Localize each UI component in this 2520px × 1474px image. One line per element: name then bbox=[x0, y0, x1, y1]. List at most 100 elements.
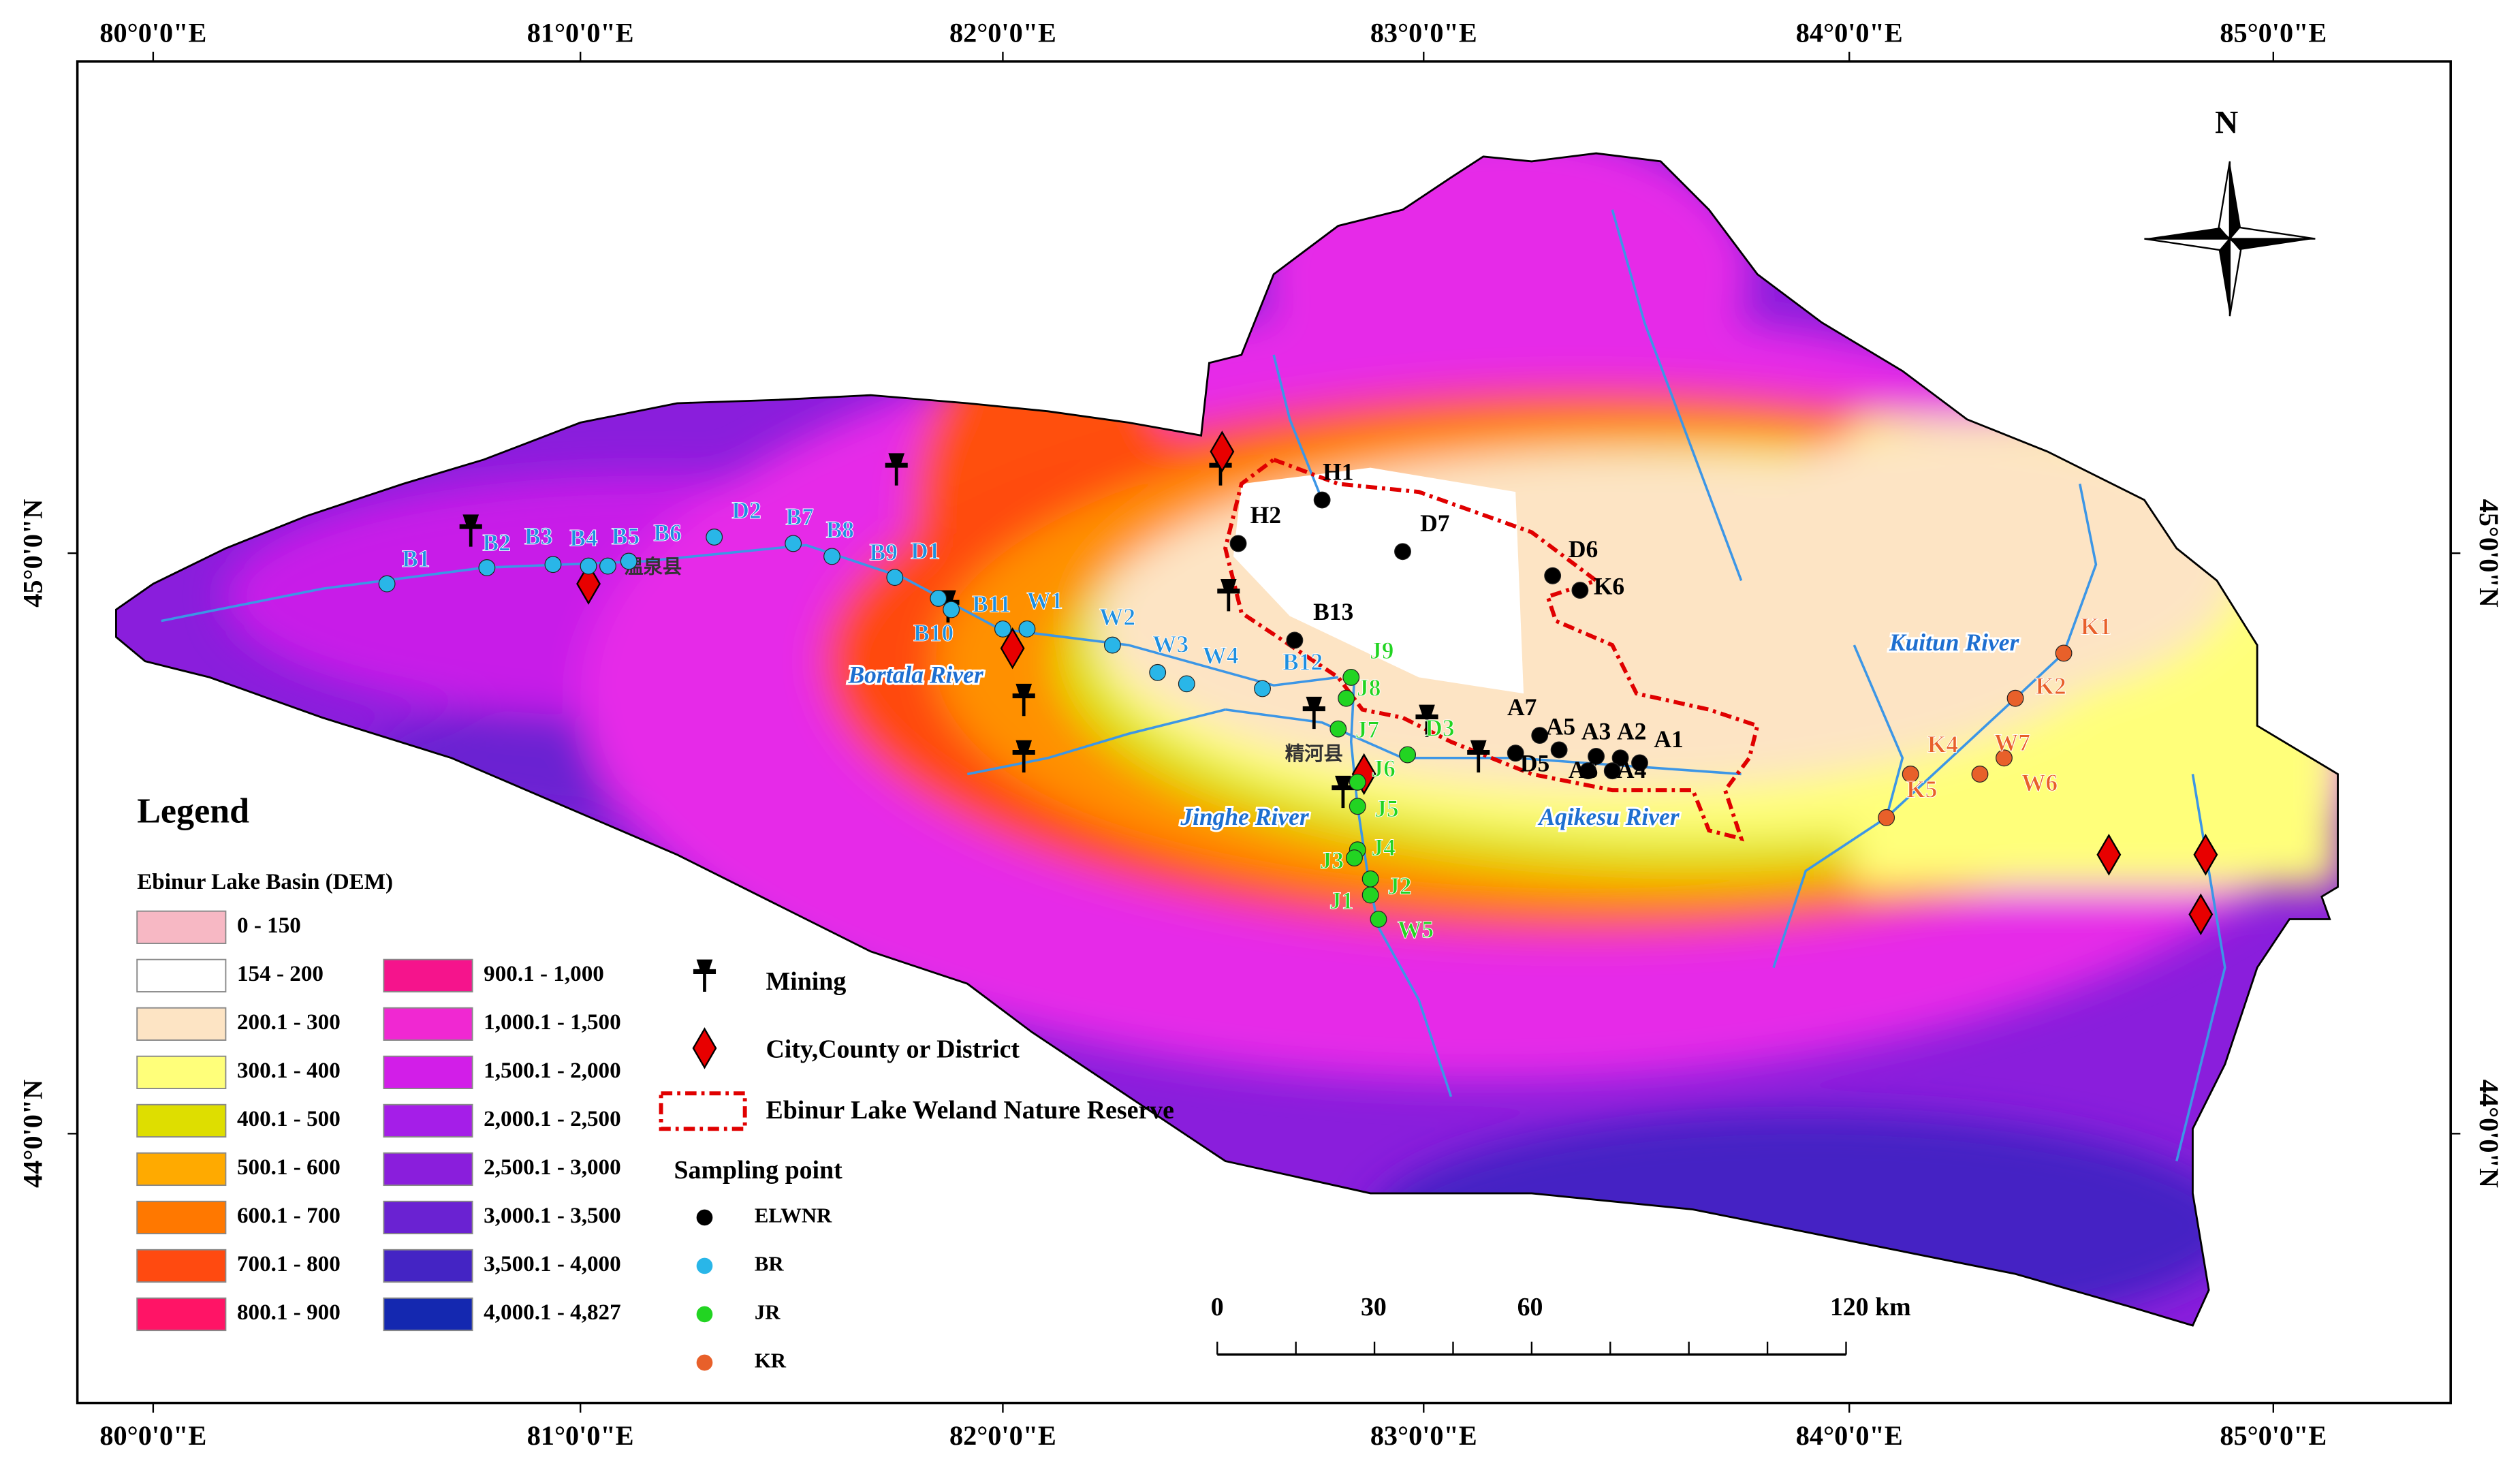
sampling-point-label: J9 bbox=[1370, 637, 1394, 664]
sampling-point-label: D1 bbox=[911, 537, 940, 564]
dem-swatch bbox=[136, 1297, 227, 1332]
sampling-point bbox=[994, 620, 1011, 638]
dem-label: 3,000.1 - 3,500 bbox=[484, 1203, 621, 1228]
dem-swatch bbox=[136, 1152, 227, 1187]
sampling-point-label: B8 bbox=[826, 516, 854, 544]
sampling-point bbox=[706, 529, 723, 546]
dem-label: 500.1 - 600 bbox=[237, 1155, 341, 1180]
mining-icon bbox=[885, 453, 908, 486]
left-lat-label: 44°0'0"N bbox=[17, 1080, 48, 1188]
sampling-point-label: H1 bbox=[1323, 458, 1353, 485]
sampling-point bbox=[1286, 631, 1304, 649]
legend-sampling-name: ELWNR bbox=[755, 1204, 832, 1227]
sampling-point-label: W3 bbox=[1152, 631, 1188, 658]
sampling-point-label: A3 bbox=[1581, 717, 1611, 744]
sampling-point-label: B3 bbox=[524, 522, 552, 550]
legend-sampling-name: JR bbox=[755, 1301, 781, 1324]
sampling-point bbox=[1571, 582, 1589, 599]
dem-label: 1,500.1 - 2,000 bbox=[484, 1058, 621, 1083]
dem-label: 800.1 - 900 bbox=[237, 1300, 341, 1325]
sampling-point-label: B12 bbox=[1282, 648, 1323, 676]
sampling-point-label: A5 bbox=[1546, 712, 1575, 740]
sampling-point-label: B11 bbox=[972, 590, 1011, 617]
legend-title: Legend bbox=[137, 792, 249, 831]
sampling-point bbox=[1349, 773, 1366, 791]
bottom-lon-label: 80°0'0"E bbox=[99, 1420, 206, 1451]
city-icon bbox=[576, 563, 601, 605]
north-label: N bbox=[2215, 106, 2238, 141]
sampling-point-label: K1 bbox=[2081, 613, 2111, 640]
dem-label: 900.1 - 1,000 bbox=[484, 961, 604, 986]
river-label: Bortala River bbox=[847, 661, 983, 689]
sampling-point bbox=[378, 575, 396, 593]
sampling-point bbox=[1018, 620, 1036, 638]
sampling-point-label: J1 bbox=[1329, 887, 1354, 914]
legend-reserve-swatch bbox=[659, 1091, 747, 1131]
mining-icon bbox=[459, 514, 482, 547]
sampling-point bbox=[2006, 689, 2024, 707]
sampling-point-label: J2 bbox=[1387, 873, 1411, 900]
sampling-point-label: J6 bbox=[1371, 755, 1396, 782]
sampling-point bbox=[1313, 491, 1331, 509]
sampling-point-label: B13 bbox=[1313, 598, 1353, 625]
dem-swatch bbox=[383, 1249, 473, 1283]
dem-swatch bbox=[136, 958, 227, 992]
sampling-point-label: J5 bbox=[1374, 795, 1399, 822]
dem-swatch bbox=[383, 1297, 473, 1332]
sampling-point bbox=[1342, 668, 1360, 686]
city-icon bbox=[2193, 834, 2218, 876]
dem-swatch bbox=[136, 1200, 227, 1235]
sampling-point-label: K2 bbox=[2035, 672, 2066, 700]
dem-label: 4,000.1 - 4,827 bbox=[484, 1300, 621, 1325]
sampling-point-label: W7 bbox=[1994, 729, 2030, 756]
mining-icon bbox=[693, 959, 716, 992]
sampling-point bbox=[943, 601, 960, 618]
sampling-point-label: K4 bbox=[1927, 730, 1959, 757]
dem-label: 200.1 - 300 bbox=[237, 1009, 341, 1035]
city-icon bbox=[1210, 430, 1235, 473]
dem-label: 300.1 - 400 bbox=[237, 1058, 341, 1083]
overlay: 80°0'0"E 80°0'0"E 81°0'0"E 81°0'0"E 82°0'0"E… bbox=[17, 17, 2504, 1451]
sampling-point-label: B10 bbox=[913, 619, 954, 646]
sampling-point-label: D6 bbox=[1569, 535, 1598, 563]
top-lon-label: 85°0'0"E bbox=[2220, 17, 2327, 48]
sampling-point-label: A6 bbox=[1569, 756, 1598, 783]
sampling-point bbox=[1603, 762, 1621, 780]
sampling-point-label: D7 bbox=[1420, 509, 1449, 537]
sampling-point bbox=[1361, 870, 1379, 888]
river-network bbox=[161, 209, 2226, 1162]
sampling-point bbox=[1394, 543, 1411, 561]
legend-sampling-name: KR bbox=[755, 1349, 787, 1373]
sampling-point bbox=[1349, 798, 1366, 815]
sampling-point-label: B2 bbox=[482, 529, 510, 556]
dem-swatch bbox=[136, 1055, 227, 1090]
sampling-point-label: K6 bbox=[1594, 572, 1624, 599]
sampling-point-label: B6 bbox=[653, 519, 681, 546]
sampling-point bbox=[544, 556, 562, 574]
legend-sampling-dot bbox=[696, 1306, 713, 1323]
mining-icon bbox=[1332, 775, 1355, 809]
sampling-point-label: W6 bbox=[2021, 769, 2058, 796]
sampling-point bbox=[1254, 680, 1271, 697]
sampling-point-label: W5 bbox=[1398, 916, 1434, 943]
sampling-point-label: A7 bbox=[1507, 693, 1537, 721]
sampling-point bbox=[2055, 644, 2073, 662]
nature-reserve-boundary bbox=[1223, 457, 1760, 842]
sampling-point bbox=[785, 535, 802, 552]
sampling-point bbox=[1338, 689, 1355, 707]
sampling-point-label: D2 bbox=[731, 497, 761, 524]
sampling-point-label: D3 bbox=[1425, 715, 1454, 742]
north-arrow: N bbox=[2144, 106, 2316, 317]
dem-label: 3,500.1 - 4,000 bbox=[484, 1251, 621, 1276]
scale-label: 120 km bbox=[1830, 1293, 1911, 1321]
sampling-point bbox=[1507, 744, 1524, 762]
sampling-point bbox=[599, 557, 616, 575]
dem-swatch bbox=[136, 1007, 227, 1041]
sampling-point bbox=[1902, 766, 1919, 783]
sampling-point-label: B1 bbox=[402, 545, 430, 572]
sampling-point-label: A4 bbox=[1617, 756, 1647, 783]
sampling-point bbox=[1611, 749, 1629, 767]
river-label: Aqikesu River bbox=[1537, 803, 1680, 830]
